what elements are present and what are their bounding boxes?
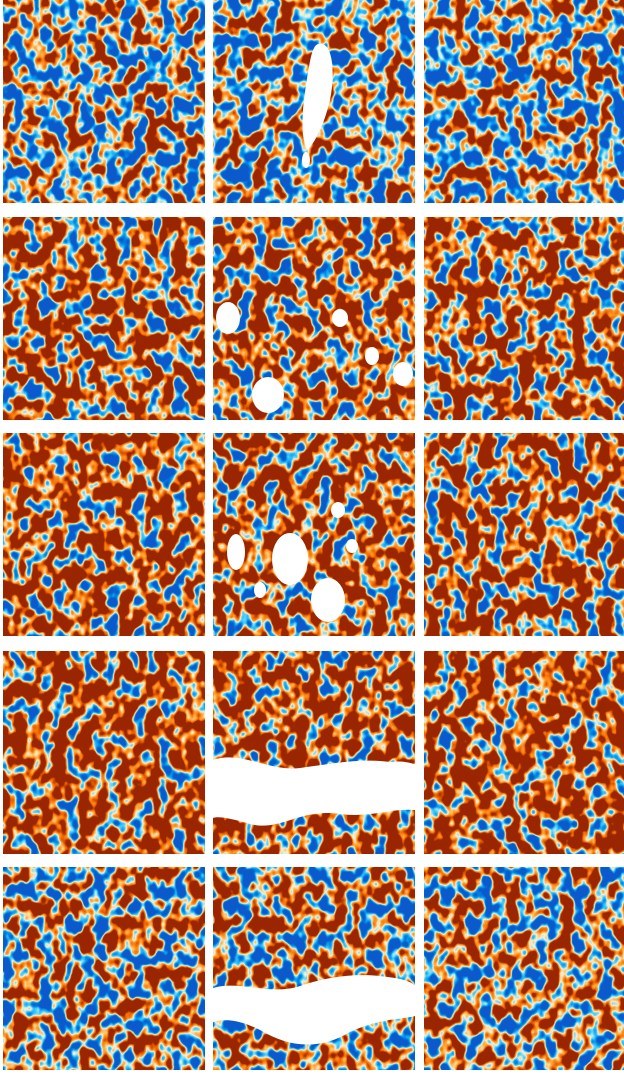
noise-panel [213,217,415,420]
noise-panel [3,217,205,420]
noise-panel [3,867,205,1070]
panel-grid [0,0,624,1074]
noise-panel [424,651,624,854]
masked-region [311,578,345,622]
masked-region [272,533,308,585]
masked-region [346,539,358,553]
masked-region [332,309,348,327]
noise-panel [424,0,624,203]
masked-region [254,582,266,598]
masked-region [252,377,284,413]
noise-panel [3,0,205,203]
noise-panel [424,217,624,420]
noise-panel [3,651,205,854]
masked-region [216,302,240,334]
panels [3,0,624,1070]
masked-region [331,502,345,518]
masked-region [302,152,310,168]
masked-region [365,347,379,365]
masked-region [393,362,413,386]
noise-panel [213,651,415,854]
noise-panel [424,433,624,636]
noise-panel [424,867,624,1070]
noise-panel [3,433,205,636]
masked-region [227,534,245,570]
